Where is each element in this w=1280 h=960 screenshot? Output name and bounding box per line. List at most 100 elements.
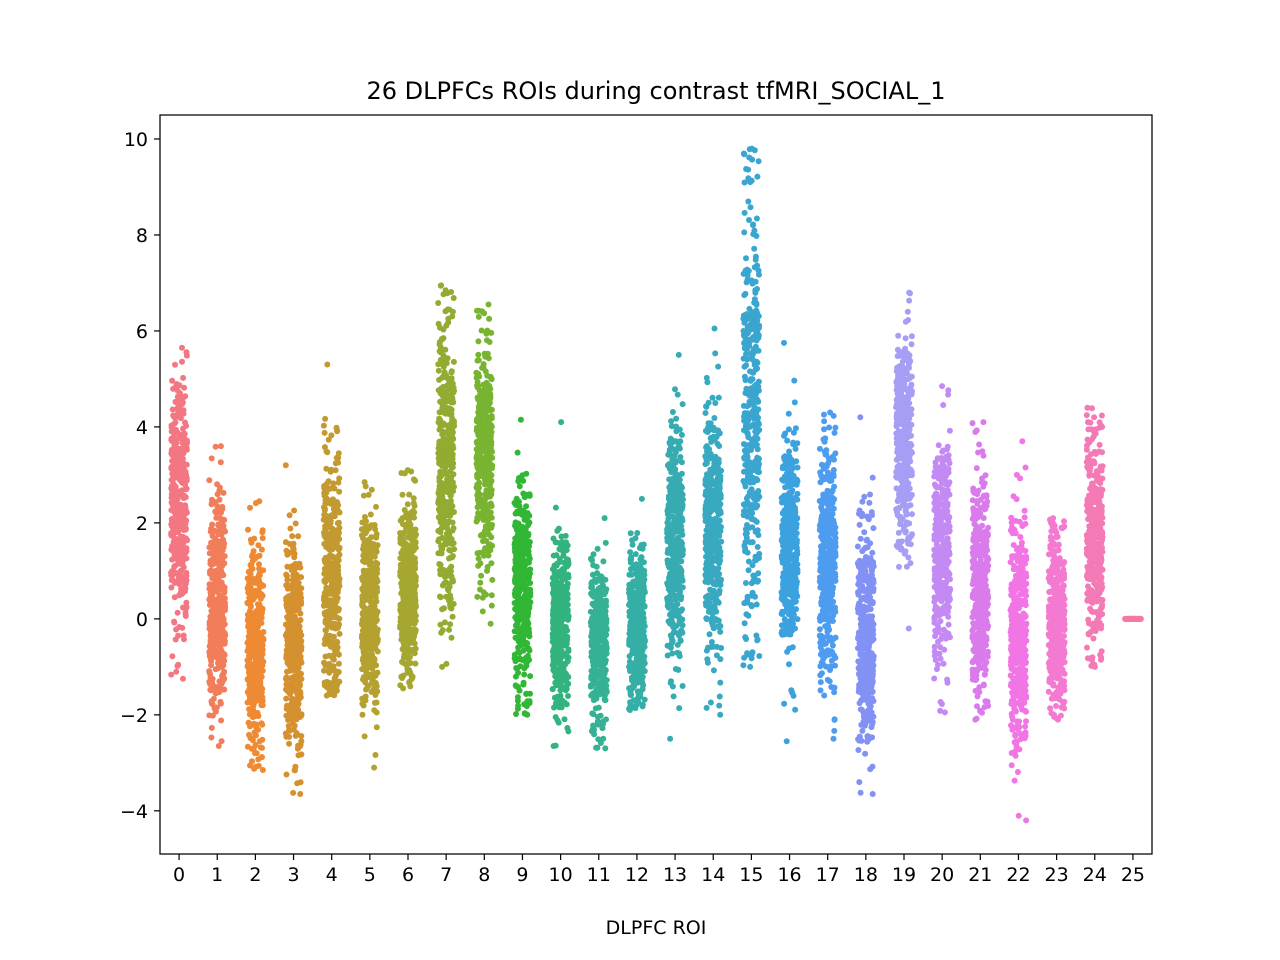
data-point — [374, 688, 381, 695]
data-point — [448, 433, 455, 440]
data-point — [360, 676, 366, 683]
data-point — [602, 576, 609, 583]
data-point — [444, 585, 451, 592]
data-point — [524, 652, 531, 659]
data-point — [171, 505, 177, 512]
data-point — [210, 571, 217, 578]
data-point — [296, 695, 303, 702]
data-point — [512, 634, 519, 641]
data-point — [180, 407, 187, 414]
data-point — [602, 745, 609, 752]
data-point — [439, 663, 446, 670]
data-point — [552, 504, 559, 511]
data-point — [475, 351, 482, 358]
data-point — [171, 618, 178, 625]
data-point — [174, 458, 181, 465]
data-point — [478, 510, 484, 517]
data-point — [448, 369, 455, 376]
data-point — [255, 573, 262, 580]
data-point — [252, 646, 258, 653]
data-point — [401, 560, 408, 567]
data-point — [177, 572, 184, 579]
data-point — [373, 709, 380, 716]
data-point — [550, 743, 557, 749]
data-point — [516, 580, 522, 587]
data-point — [602, 589, 609, 596]
data-point — [247, 603, 254, 610]
data-point — [176, 472, 183, 479]
data-point — [373, 533, 380, 540]
data-point — [290, 789, 297, 796]
data-point — [211, 638, 218, 645]
data-point — [256, 498, 263, 505]
data-point — [404, 501, 411, 508]
data-point — [565, 574, 572, 581]
data-point — [180, 437, 187, 444]
data-point — [179, 447, 185, 454]
data-point — [481, 532, 487, 539]
data-point — [206, 619, 213, 626]
data-point — [369, 676, 376, 683]
data-point — [255, 605, 262, 612]
data-point — [446, 626, 452, 633]
data-point — [445, 319, 452, 326]
data-point — [561, 716, 568, 723]
data-point — [211, 650, 218, 657]
data-point — [525, 556, 532, 563]
data-point — [442, 579, 449, 586]
data-point — [362, 697, 369, 704]
data-point — [183, 485, 190, 492]
data-point — [438, 550, 445, 557]
data-point — [412, 539, 419, 546]
data-point — [558, 704, 565, 711]
data-point — [259, 646, 266, 653]
data-point — [445, 500, 452, 506]
data-point — [331, 692, 338, 699]
data-point — [221, 652, 228, 659]
data-point — [440, 567, 447, 573]
data-point — [360, 492, 367, 499]
data-point — [435, 450, 442, 457]
data-point — [485, 301, 492, 308]
data-point — [487, 547, 494, 554]
data-point — [182, 613, 189, 619]
data-point — [447, 621, 454, 628]
data-point — [439, 360, 446, 367]
data-point — [512, 593, 519, 600]
data-point — [367, 561, 374, 568]
data-point — [524, 517, 531, 524]
data-point — [476, 412, 482, 418]
data-point — [364, 544, 371, 551]
data-point — [327, 543, 334, 549]
data-point — [488, 602, 495, 609]
data-point — [183, 477, 190, 484]
data-point — [412, 617, 419, 624]
data-point — [212, 443, 219, 450]
data-point — [290, 589, 297, 596]
data-point — [523, 703, 530, 710]
data-point — [168, 517, 175, 524]
data-point — [412, 526, 419, 533]
data-point — [325, 570, 332, 576]
data-point — [512, 499, 519, 506]
data-point — [182, 393, 189, 400]
data-point — [333, 605, 340, 612]
data-point — [283, 682, 290, 688]
data-point — [177, 415, 184, 422]
data-point — [474, 438, 481, 445]
data-point — [519, 472, 526, 479]
data-point — [481, 476, 488, 483]
data-point — [447, 568, 454, 575]
data-point — [563, 685, 570, 692]
data-point — [321, 529, 327, 536]
data-point — [484, 567, 490, 574]
data-point — [446, 532, 453, 539]
data-point — [556, 546, 563, 553]
data-point — [599, 602, 606, 609]
data-point — [519, 634, 526, 641]
data-point — [284, 668, 290, 675]
data-point — [361, 650, 368, 657]
data-point — [213, 618, 220, 625]
data-point — [249, 565, 256, 572]
data-point — [436, 593, 443, 600]
